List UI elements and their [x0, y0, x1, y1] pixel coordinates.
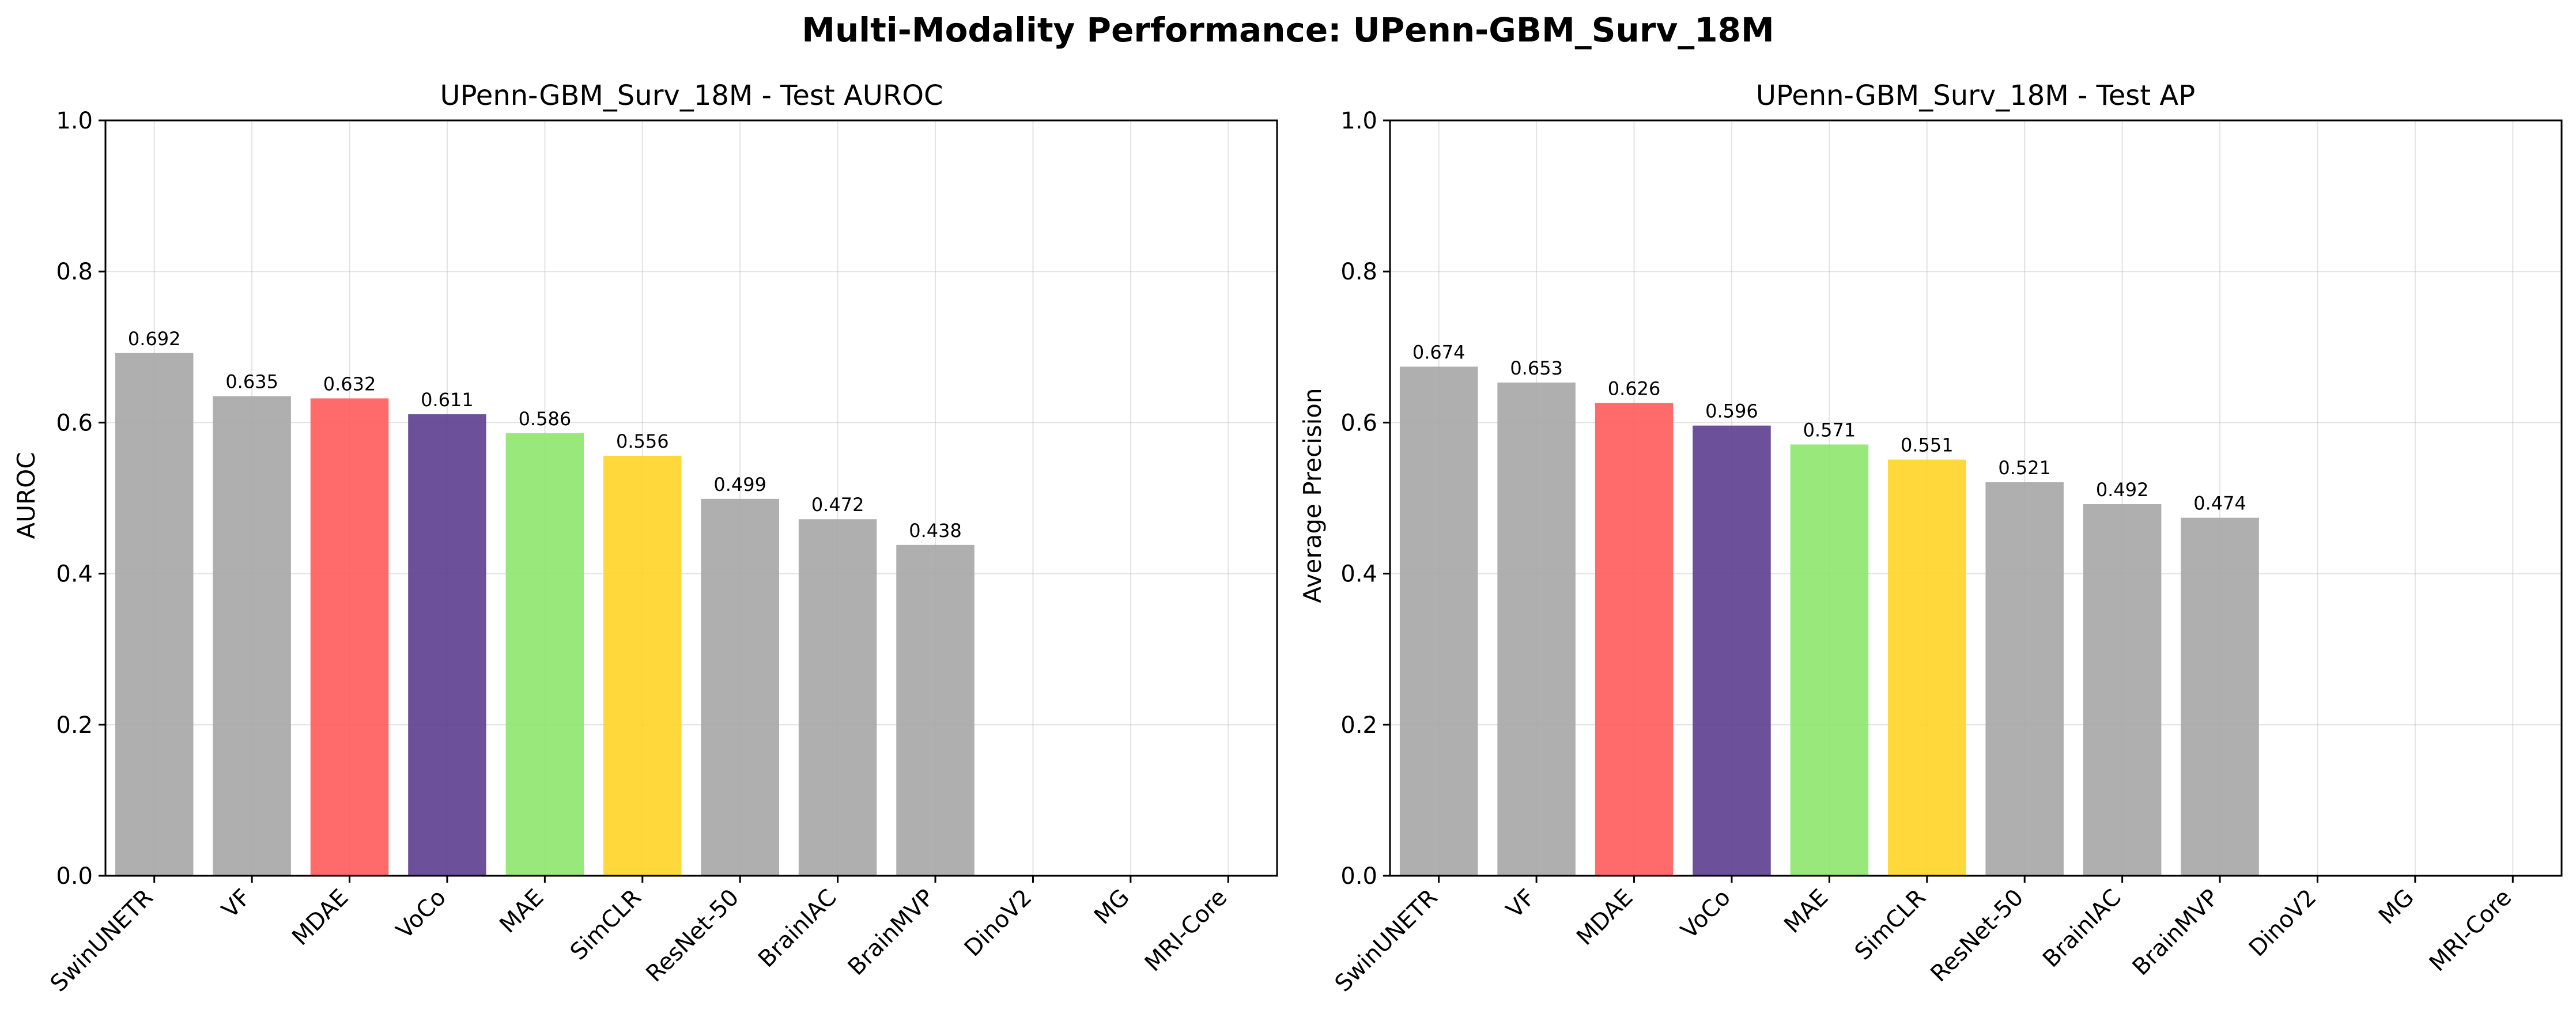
- ap-value-label-swinunetr: 0.674: [1412, 341, 1465, 363]
- auroc-value-label-mdae: 0.632: [323, 373, 376, 395]
- ap-value-label-simclr: 0.551: [1901, 434, 1954, 456]
- ap-bar-voco: [1693, 425, 1771, 876]
- auroc-value-label-simclr: 0.556: [616, 430, 669, 452]
- auroc-bar-vf: [213, 396, 291, 876]
- ap-x-tick-label-resnet-50: ResNet-50: [1925, 884, 2029, 988]
- auroc-x-tick-label-mdae: MDAE: [287, 884, 353, 951]
- ap-x-tick-label-voco: VoCo: [1676, 884, 1736, 944]
- ap-bar-mdae: [1595, 403, 1674, 876]
- auroc-y-axis-label: AUROC: [12, 452, 40, 539]
- ap-x-tick-label-mdae: MDAE: [1572, 884, 1638, 951]
- ap-value-label-voco: 0.596: [1705, 400, 1758, 422]
- ap-bar-simclr: [1888, 459, 1966, 876]
- auroc-x-tick-label-simclr: SimCLR: [565, 884, 647, 966]
- auroc-x-tick-label-mae: MAE: [494, 884, 549, 939]
- figure-title: Multi-Modality Performance: UPenn-GBM_Su…: [802, 10, 1774, 50]
- ap-y-tick-label: 0.0: [1340, 863, 1377, 890]
- ap-value-labels: 0.674 0.653 0.626 0.596 0.571 0.551 0.521 0.492…: [1412, 341, 2246, 514]
- auroc-x-tick-label-brainmvp: BrainMVP: [843, 884, 939, 981]
- auroc-y-tick-label: 1.0: [56, 108, 93, 134]
- ap-bar-vf: [1497, 382, 1576, 876]
- auroc-x-tick-label-resnet-50: ResNet-50: [641, 884, 744, 988]
- ap-bar-swinunetr: [1399, 366, 1478, 876]
- auroc-bar-resnet-50: [701, 498, 779, 876]
- auroc-y-tick-label: 0.6: [56, 410, 93, 436]
- ap-x-tick-label-dinov2: DinoV2: [2244, 884, 2322, 962]
- auroc-value-label-voco: 0.611: [421, 389, 474, 411]
- auroc-bar-voco: [408, 414, 486, 876]
- auroc-y-tick-label: 0.4: [56, 561, 93, 588]
- ap-y-tick-label: 1.0: [1340, 108, 1377, 134]
- ap-y-tick-label: 0.6: [1340, 410, 1377, 436]
- ap-x-tick-label-swinunetr: SwinUNETR: [1330, 884, 1443, 997]
- auroc-value-label-resnet-50: 0.499: [713, 474, 766, 496]
- auroc-bar-brainiac: [798, 519, 877, 876]
- ap-x-tick-label-mae: MAE: [1779, 884, 1833, 939]
- ap-bar-mae: [1790, 444, 1869, 876]
- ap-bar-brainiac: [2083, 504, 2162, 876]
- ap-value-label-brainmvp: 0.474: [2193, 493, 2246, 515]
- auroc-y-tick-label: 0.8: [56, 259, 93, 285]
- auroc-y-tick-label: 0.2: [56, 712, 93, 739]
- ap-bar-resnet-50: [1985, 482, 2064, 876]
- auroc-value-label-brainmvp: 0.438: [909, 520, 962, 542]
- ap-y-tick-label: 0.2: [1340, 712, 1377, 739]
- auroc-bars: [115, 353, 975, 876]
- auroc-x-tick-label-vf: VF: [217, 884, 256, 924]
- auroc-panel-title: UPenn-GBM_Surv_18M - Test AUROC: [440, 80, 943, 112]
- auroc-value-label-brainiac: 0.472: [811, 494, 864, 516]
- ap-value-label-brainiac: 0.492: [2096, 479, 2149, 501]
- ap-x-tick-label-vf: VF: [1501, 884, 1540, 924]
- ap-value-label-mae: 0.571: [1803, 419, 1856, 441]
- ap-x-tick-label-mri-core: MRI-Core: [2424, 884, 2517, 977]
- auroc-panel: UPenn-GBM_Surv_18M - Test AUROC AUROC 0.…: [12, 80, 1278, 997]
- ap-bars: [1399, 366, 2259, 876]
- auroc-bar-mae: [505, 433, 584, 876]
- auroc-bar-brainmvp: [896, 544, 975, 876]
- auroc-value-labels: 0.692 0.635 0.632 0.611 0.586 0.556 0.499 0.472…: [128, 328, 962, 542]
- auroc-plot-frame: [104, 119, 1278, 877]
- auroc-bar-simclr: [603, 456, 682, 876]
- auroc-x-tick-label-swinunetr: SwinUNETR: [46, 884, 158, 997]
- ap-value-label-vf: 0.653: [1510, 357, 1563, 379]
- auroc-bar-swinunetr: [115, 353, 194, 876]
- ap-panel: UPenn-GBM_Surv_18M - Test AP Average Pre…: [1298, 80, 2563, 997]
- auroc-x-tick-label-dinov2: DinoV2: [960, 884, 1037, 962]
- auroc-y-ticks: 0.0 0.2 0.4 0.6 0.8 1.0: [56, 108, 105, 890]
- auroc-x-tick-label-mg: MG: [1089, 884, 1135, 930]
- auroc-value-label-swinunetr: 0.692: [128, 328, 181, 350]
- ap-x-tick-label-simclr: SimCLR: [1850, 884, 1931, 966]
- ap-x-tick-label-brainiac: BrainIAC: [2038, 884, 2126, 973]
- ap-value-label-mdae: 0.626: [1608, 377, 1661, 399]
- auroc-value-label-vf: 0.635: [225, 371, 278, 393]
- auroc-value-label-mae: 0.586: [519, 408, 572, 430]
- auroc-y-tick-label: 0.0: [56, 863, 93, 890]
- ap-panel-title: UPenn-GBM_Surv_18M - Test AP: [1756, 80, 2195, 112]
- ap-plot-frame: [1389, 119, 2563, 877]
- ap-y-axis-label: Average Precision: [1298, 388, 1327, 603]
- ap-x-tick-label-mg: MG: [2374, 884, 2419, 930]
- ap-y-tick-label: 0.8: [1340, 259, 1377, 285]
- ap-x-tick-label-brainmvp: BrainMVP: [2128, 884, 2224, 981]
- ap-y-ticks: 0.0 0.2 0.4 0.6 0.8 1.0: [1340, 108, 1390, 890]
- auroc-x-tick-label-voco: VoCo: [391, 884, 451, 944]
- ap-y-tick-label: 0.4: [1340, 561, 1377, 588]
- auroc-x-tick-label-brainiac: BrainIAC: [753, 884, 842, 973]
- ap-bar-brainmvp: [2181, 517, 2259, 876]
- auroc-bar-mdae: [310, 398, 389, 876]
- ap-value-label-resnet-50: 0.521: [1998, 457, 2051, 479]
- auroc-x-tick-label-mri-core: MRI-Core: [1140, 884, 1233, 977]
